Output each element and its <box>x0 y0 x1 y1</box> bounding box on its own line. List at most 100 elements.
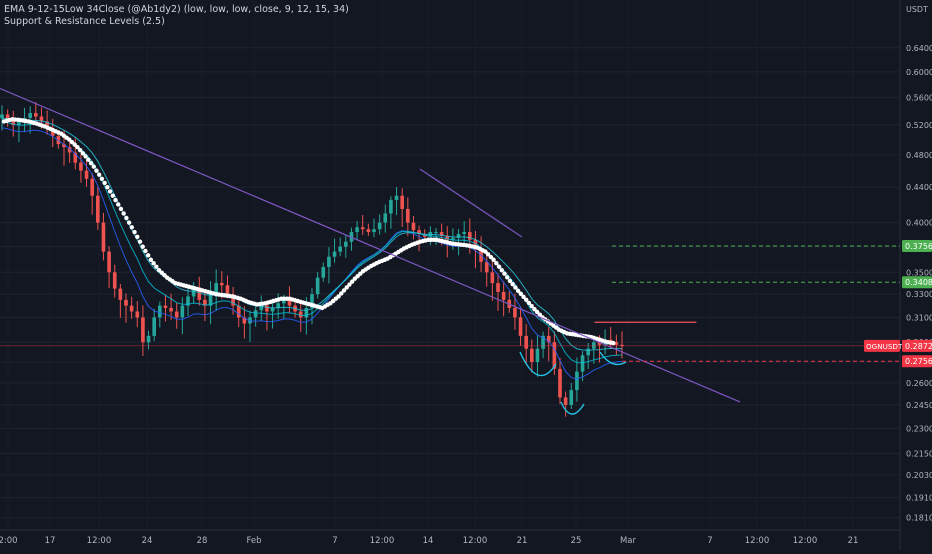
candle-body <box>518 317 523 336</box>
candle-body <box>468 232 472 240</box>
candle-body <box>456 233 461 238</box>
candle-body <box>524 335 528 349</box>
candle-body <box>592 342 596 349</box>
candle-body <box>208 294 213 306</box>
x-tick-label: 12:00 <box>793 536 818 546</box>
ema34-dot <box>91 164 96 169</box>
pattern-arcs <box>519 351 627 415</box>
y-tick-label: 0.4000 <box>906 219 932 228</box>
candle-body <box>377 222 382 230</box>
candle-body <box>0 114 4 119</box>
level-price-tag: 0.3408 <box>902 276 932 289</box>
candle <box>180 297 185 334</box>
candle-body <box>180 305 185 318</box>
candle-body <box>67 147 72 153</box>
candle-body <box>152 317 156 336</box>
candle <box>338 237 342 257</box>
candle-body <box>45 121 49 129</box>
ema34-dot <box>77 147 83 153</box>
candle <box>112 264 117 298</box>
candle <box>141 305 145 356</box>
pattern-arc-right <box>599 351 627 366</box>
ema34-dot <box>496 264 502 269</box>
candle-body <box>620 344 624 347</box>
candle-body <box>5 114 10 120</box>
candle <box>513 293 517 330</box>
x-tick-label: 25 <box>571 536 582 546</box>
ema34-dot <box>344 285 349 290</box>
candle <box>400 188 404 227</box>
y-tick-label: 0.2030 <box>906 471 932 480</box>
ema34-dot <box>80 151 86 156</box>
ema34-dot <box>132 229 137 235</box>
candle-body <box>535 348 540 363</box>
candle <box>5 109 10 127</box>
ema34-dot <box>534 309 540 315</box>
candle <box>253 306 258 327</box>
ema34-dot <box>97 172 102 177</box>
y-tick-label: 0.6000 <box>906 68 932 77</box>
level-tag-value: 0.3408 <box>905 278 932 287</box>
candle <box>484 252 489 287</box>
candle-body <box>439 232 444 236</box>
ema34-dot <box>140 244 145 249</box>
candle <box>327 247 331 284</box>
candle <box>575 357 579 402</box>
candle-body <box>39 116 44 122</box>
candle <box>541 331 545 359</box>
ema34-dot <box>537 312 543 317</box>
candle-body <box>400 195 404 209</box>
candle-body <box>225 285 230 295</box>
candle-body <box>118 288 123 300</box>
candle-body <box>163 305 168 308</box>
y-tick-label: 0.4400 <box>906 183 932 192</box>
candle <box>496 273 500 311</box>
candle-body <box>366 229 371 233</box>
candle <box>377 214 382 235</box>
x-tick-label: 14 <box>423 536 434 546</box>
ema-line-15 <box>1 117 623 351</box>
candle-body <box>276 303 280 308</box>
ema34-dot <box>137 239 143 244</box>
ema34-dot <box>339 291 344 296</box>
ema34-dot <box>113 197 118 203</box>
candle <box>84 159 89 187</box>
candle <box>96 187 100 230</box>
candle-body <box>321 267 326 278</box>
candle-body <box>11 119 16 126</box>
y-tick-label: 0.4800 <box>906 151 932 160</box>
candle-body <box>298 311 303 318</box>
candle <box>214 269 218 312</box>
candle-body <box>411 222 416 231</box>
candle-body <box>586 348 590 356</box>
y-tick-label: 0.5600 <box>906 93 932 102</box>
last-price-tag: OGNUSDT 0.2872 <box>864 339 932 352</box>
y-tick-label: 0.5200 <box>906 121 932 130</box>
candle <box>0 105 4 131</box>
ema34-dot <box>521 294 526 300</box>
candle-body <box>242 317 247 324</box>
candle-body <box>372 229 376 233</box>
ema34-dot <box>83 154 88 159</box>
candle-body <box>360 227 365 230</box>
y-tick-label: 0.2300 <box>906 424 932 433</box>
ema34-dot <box>126 220 132 225</box>
candle-body <box>79 162 83 171</box>
x-tick-label: 12:00 <box>463 536 488 546</box>
x-tick-label: 17 <box>45 536 56 546</box>
candle-body <box>236 305 241 318</box>
candle <box>411 215 416 240</box>
candle <box>321 262 326 282</box>
indicator-sr-label[interactable]: Support & Resistance Levels (2.5) <box>4 16 165 27</box>
ema34-dot <box>513 285 518 290</box>
y-tick-label: 0.6400 <box>906 44 932 53</box>
ema34-dot <box>532 306 537 312</box>
ema34-dot <box>526 300 532 306</box>
ema34-dot <box>347 282 352 287</box>
ema34-dot <box>518 291 523 297</box>
indicator-ema-label[interactable]: EMA 9-12-15Low 34Close (@Ab1dy2) (low, l… <box>4 4 349 15</box>
level-tag-value: 0.2756 <box>905 357 932 366</box>
candle <box>259 295 264 321</box>
